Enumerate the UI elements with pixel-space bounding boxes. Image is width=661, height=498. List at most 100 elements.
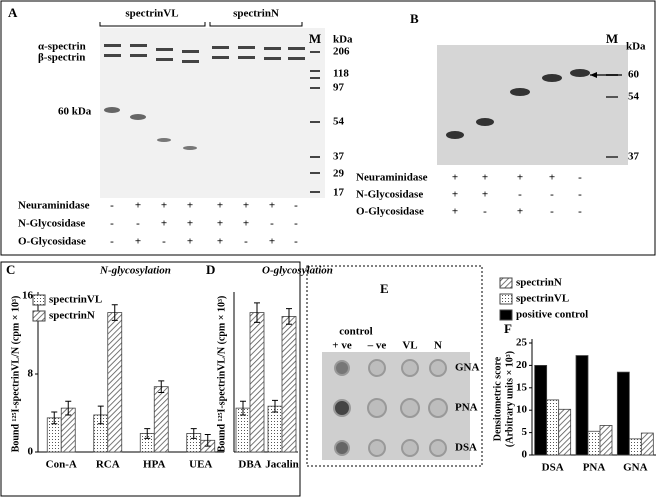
y-tick-label: 8 bbox=[28, 368, 34, 380]
error-bar bbox=[51, 411, 58, 425]
marker-value: 37 bbox=[333, 151, 345, 163]
treatment-sign: - bbox=[136, 218, 140, 230]
treatment-sign: + bbox=[217, 236, 223, 248]
x-tick-label: Con-A bbox=[46, 459, 77, 471]
band-label: α-spectrin bbox=[38, 41, 86, 53]
treatment-sign: - bbox=[294, 200, 298, 212]
bar bbox=[107, 312, 123, 453]
legend-swatch bbox=[32, 294, 46, 306]
x-tick-label: GNA bbox=[623, 462, 648, 474]
legend-label: spectrinN bbox=[49, 310, 95, 322]
treatment-label: Neuraminidase bbox=[18, 200, 90, 212]
bar bbox=[249, 312, 265, 453]
treatment-sign: + bbox=[452, 206, 458, 218]
treatment-sign: + bbox=[269, 236, 275, 248]
treatment-sign: - bbox=[162, 236, 166, 248]
marker-value: 97 bbox=[333, 82, 345, 94]
column-label: N bbox=[434, 340, 442, 352]
treatment-sign: + bbox=[452, 189, 458, 201]
gel-a bbox=[99, 22, 325, 198]
legend-label: positive control bbox=[516, 309, 588, 321]
row-label: DSA bbox=[455, 442, 477, 454]
legend-swatch bbox=[499, 293, 513, 305]
error-bar bbox=[286, 308, 292, 325]
panel-label: C bbox=[6, 262, 15, 277]
treatment-sign: + bbox=[452, 172, 458, 184]
treatment-sign: + bbox=[217, 200, 223, 212]
panel-label: F bbox=[504, 321, 512, 336]
treatment-label: N-Glycosidase bbox=[356, 189, 423, 201]
treatment-sign: - bbox=[550, 206, 554, 218]
y-tick-label: 0 bbox=[28, 446, 34, 458]
treatment-sign: - bbox=[244, 236, 248, 248]
marker-value: 60 bbox=[628, 69, 640, 81]
treatment-sign: + bbox=[187, 218, 193, 230]
error-bar bbox=[272, 399, 278, 413]
treatment-sign: - bbox=[110, 236, 114, 248]
control-label: control bbox=[339, 326, 372, 338]
x-tick-label: HPA bbox=[143, 459, 165, 471]
x-tick-label: Jacalin bbox=[265, 459, 299, 471]
panel-label: D bbox=[206, 262, 215, 277]
gel-b bbox=[437, 45, 628, 165]
error-bar bbox=[254, 302, 260, 323]
y-axis-label: Densitometric score bbox=[492, 356, 503, 441]
panel-label: B bbox=[410, 11, 419, 26]
bar bbox=[267, 405, 283, 453]
y-tick-label: 25 bbox=[516, 337, 528, 349]
legend-label: spectrinVL bbox=[516, 293, 569, 305]
error-bar bbox=[111, 304, 118, 321]
bar bbox=[153, 386, 169, 453]
dot-blot bbox=[322, 352, 470, 460]
treatment-sign: - bbox=[578, 189, 582, 201]
marker-value: 118 bbox=[333, 68, 349, 80]
treatment-sign: - bbox=[578, 206, 582, 218]
unit-label: kDa bbox=[333, 34, 353, 46]
band-label: 60 kDa bbox=[58, 106, 92, 118]
bar bbox=[587, 430, 601, 456]
treatment-sign: + bbox=[243, 200, 249, 212]
bar bbox=[546, 399, 560, 456]
treatment-label: O-Glycosidase bbox=[18, 236, 86, 248]
treatment-sign: + bbox=[161, 218, 167, 230]
error-bar bbox=[97, 405, 104, 425]
marker-label: M bbox=[309, 31, 321, 46]
treatment-sign: + bbox=[217, 218, 223, 230]
unit-label: kDa bbox=[626, 41, 646, 53]
treatment-label: N-Glycosidase bbox=[18, 218, 85, 230]
treatment-sign: - bbox=[550, 189, 554, 201]
bar bbox=[558, 408, 572, 456]
treatment-sign: + bbox=[482, 189, 488, 201]
bar bbox=[640, 432, 654, 456]
y-tick-label: 10 bbox=[516, 404, 528, 416]
group-label: spectrinVL bbox=[125, 8, 178, 20]
panel-label: E bbox=[380, 281, 389, 296]
x-tick-label: DBA bbox=[238, 459, 261, 471]
legend-swatch bbox=[499, 309, 513, 321]
legend-swatch bbox=[32, 310, 46, 322]
frame-top bbox=[0, 0, 656, 256]
treatment-label: O-Glycosidase bbox=[356, 206, 424, 218]
marker-value: 54 bbox=[333, 116, 345, 128]
y-axis-label: (Arbitrary units × 10³) bbox=[504, 351, 515, 447]
panel-label: A bbox=[8, 5, 18, 20]
legend-label: spectrinVL bbox=[49, 294, 102, 306]
y-tick-label: 20 bbox=[516, 359, 528, 371]
x-tick-label: DSA bbox=[542, 462, 564, 474]
x-tick-label: UEA bbox=[189, 459, 212, 471]
y-tick-label: 0 bbox=[522, 449, 528, 461]
column-label: – ve bbox=[367, 340, 387, 352]
treatment-sign: + bbox=[482, 172, 488, 184]
bar bbox=[616, 371, 630, 456]
bar bbox=[628, 438, 642, 456]
y-tick-label: 5 bbox=[522, 426, 528, 438]
error-bar bbox=[204, 433, 211, 447]
x-tick-label: PNA bbox=[583, 462, 606, 474]
marker-label: M bbox=[606, 31, 618, 46]
treatment-sign: - bbox=[294, 236, 298, 248]
error-bar bbox=[144, 428, 151, 439]
treatment-sign: + bbox=[161, 200, 167, 212]
treatment-sign: + bbox=[135, 236, 141, 248]
marker-value: 206 bbox=[333, 46, 350, 58]
